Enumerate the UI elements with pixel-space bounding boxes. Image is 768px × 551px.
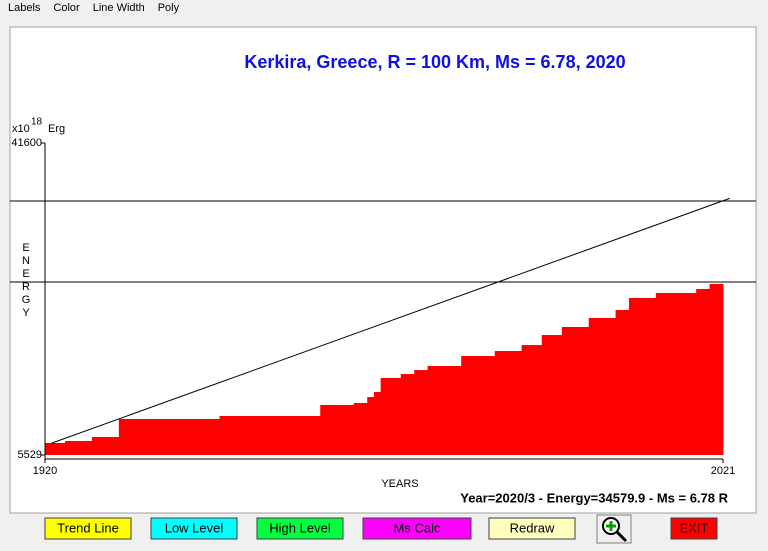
energy-step [118, 419, 221, 455]
x-axis-label: YEARS [381, 478, 418, 490]
energy-step [367, 397, 375, 455]
energy-step [561, 326, 590, 455]
y-tick-label: 5529 [18, 449, 42, 461]
energy-step [373, 392, 382, 455]
energy-step [494, 351, 523, 455]
energy-step [629, 298, 657, 455]
energy-step [320, 404, 355, 455]
button-label[interactable]: High Level [269, 520, 331, 535]
button-label[interactable]: Ms Calc [394, 520, 441, 535]
energy-step [45, 443, 66, 455]
energy-step [615, 310, 630, 455]
energy-step [588, 317, 617, 455]
energy-step [91, 437, 120, 455]
button-label[interactable]: EXIT [680, 520, 709, 535]
status-text: Year=2020/3 - Energy=34579.9 - Ms = 6.78… [460, 490, 728, 505]
y-unit-name: Erg [48, 123, 65, 135]
chart-title: Kerkira, Greece, R = 100 Km, Ms = 6.78, … [244, 52, 625, 72]
menu-item[interactable]: Line Width [93, 2, 145, 14]
button-label[interactable]: Redraw [510, 520, 555, 535]
menu-item[interactable]: Poly [158, 2, 180, 14]
button-label[interactable]: Low Level [165, 520, 224, 535]
button[interactable] [256, 517, 344, 540]
button[interactable] [488, 517, 576, 540]
y-axis-label: ENERGY [20, 242, 32, 320]
energy-step [541, 335, 563, 455]
energy-step [414, 370, 429, 455]
button-label[interactable]: Trend Line [57, 520, 119, 535]
energy-step [461, 356, 496, 455]
zoom-handle [615, 530, 628, 543]
button[interactable] [362, 517, 472, 540]
button[interactable] [44, 517, 132, 540]
menu-item[interactable]: Labels [8, 2, 41, 14]
button[interactable] [670, 517, 718, 540]
x-tick-label: 2021 [711, 465, 735, 477]
energy-step [219, 415, 321, 455]
trend-line [51, 197, 730, 444]
energy-step [353, 403, 368, 455]
zoom-plus [606, 521, 616, 531]
energy-step [655, 292, 697, 455]
energy-step [521, 345, 543, 455]
y-unit-exp: 18 [31, 117, 43, 128]
energy-step [400, 374, 415, 455]
energy-step [696, 289, 711, 455]
y-unit: x10 [12, 123, 30, 135]
energy-step [65, 440, 93, 455]
energy-step [380, 378, 402, 455]
y-tick-label: 41600 [11, 137, 42, 149]
button[interactable] [150, 517, 238, 540]
menu-item[interactable]: Color [53, 2, 80, 14]
energy-step [427, 365, 462, 455]
energy-step [709, 283, 724, 455]
x-tick-label: 1920 [33, 465, 57, 477]
